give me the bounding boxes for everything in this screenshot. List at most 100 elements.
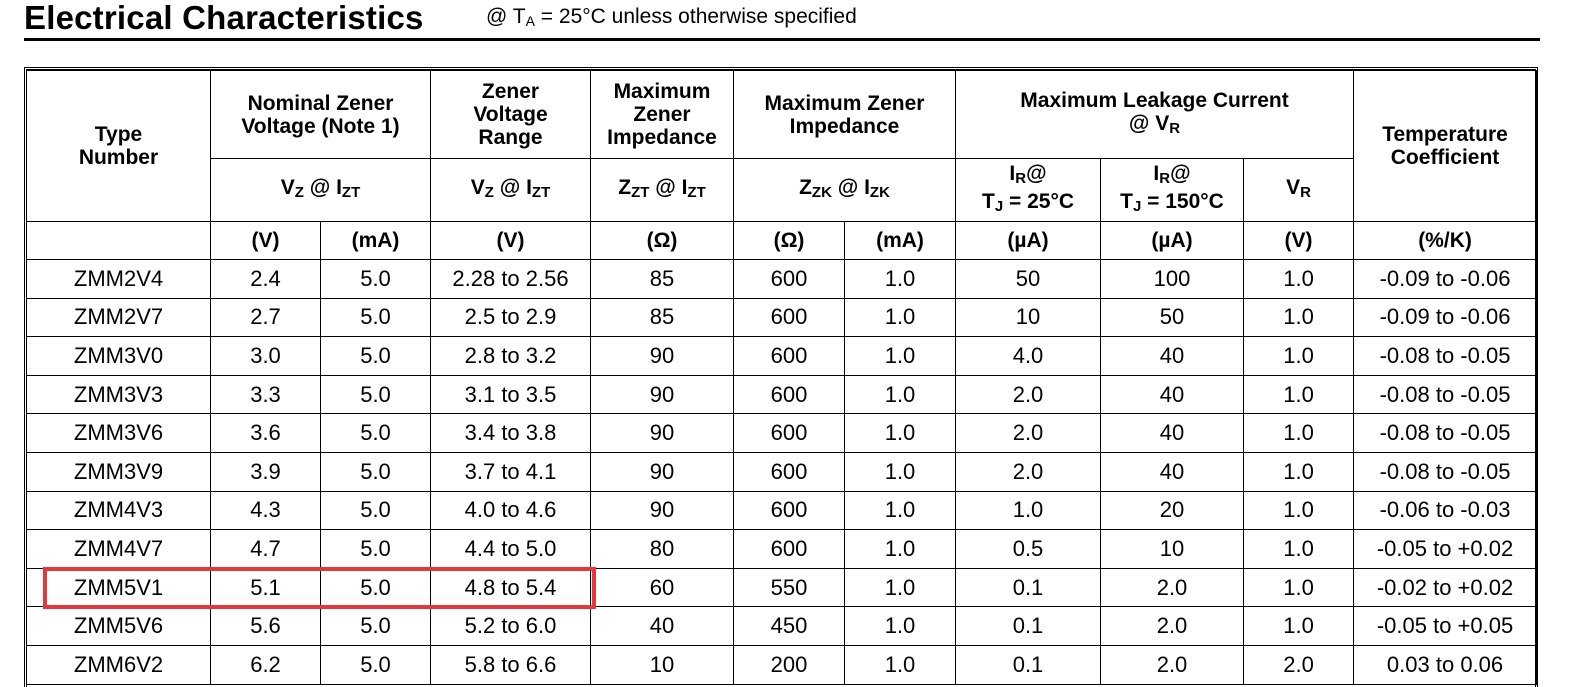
table-cell: 5.1 [210,567,321,608]
table-cell: 1.0 [1242,567,1355,608]
table-cell: 5.0 [320,374,431,415]
table-cell: 2.0 [955,451,1101,492]
table-cell: 5.8 to 6.6 [430,644,591,685]
table-cell: -0.08 to -0.05 [1353,413,1538,453]
electrical-characteristics-table: Type Number Nominal Zener Voltage (Note … [26,70,1538,685]
table-cell: 5.0 [320,451,431,492]
table-cell: 1.0 [1242,297,1355,338]
table-cell: 10 [590,644,734,685]
table-cell: 5.0 [320,529,431,569]
table-cell: 3.3 [210,374,321,415]
table-cell: 1.0 [844,490,956,531]
table-cell: 600 [733,413,845,453]
table-cell: 600 [733,529,845,569]
table-cell: 600 [733,374,845,415]
table-row: ZMM3V3 3.3 5.0 3.1 to 3.5 90 600 1.0 2.0 40 1.0 -0… [26,374,1538,415]
table-cell: 40 [1100,336,1244,376]
table-cell: 90 [590,451,734,492]
symbol-ir-25c: IR@ TJ = 25°C [955,158,1101,222]
section-title: Electrical Characteristics [24,0,424,36]
table-cell: 1.0 [1242,259,1355,299]
table-cell: 1.0 [844,336,956,376]
unit-cell: (mA) [320,221,431,260]
table-cell: 600 [733,451,845,492]
table-cell: 40 [590,606,734,646]
table-cell: -0.05 to +0.02 [1353,529,1538,569]
table-cell: 1.0 [844,644,956,685]
type-number-cell: ZMM3V0 [26,336,211,376]
highlight-box-zmm5v1 [43,567,596,609]
table-cell: 90 [590,490,734,531]
table-cell: 600 [733,336,845,376]
unit-cell: (µA) [1100,221,1244,260]
table-row: ZMM5V1 5.1 5.0 4.8 to 5.4 60 550 1.0 0.1 2.0 1.0-… [26,567,1538,608]
table-cell: 600 [733,490,845,531]
col-header-leakage-current: Maximum Leakage Current @ VR [954,70,1355,159]
table-cell: 2.7 [210,297,321,338]
table-cell: 1.0 [844,606,956,646]
table-row: ZMM3V0 3.0 5.0 2.8 to 3.2 90 600 1.0 4.0 40 1.0 -0… [26,336,1538,376]
table-cell: 10 [955,297,1101,338]
unit-cell: (%/K) [1353,221,1538,260]
table-cell: 1.0 [1242,529,1355,569]
table-cell: -0.08 to -0.05 [1353,374,1538,415]
table-cell: 450 [733,606,845,646]
table-cell: 5.2 to 6.0 [430,606,591,646]
table-cell: 4.7 [210,529,321,569]
table-cell: 60 [590,567,734,608]
table-cell: 40 [1100,451,1244,492]
table-cell: -0.06 to -0.03 [1353,490,1538,531]
unit-cell: (V) [210,221,321,260]
col-header-max-impedance-zk: Maximum Zener Impedance [733,70,956,159]
table-cell: 4.4 to 5.0 [430,529,591,569]
table-cell: 1.0 [955,490,1101,531]
table-row: ZMM5V6 5.6 5.0 5.2 to 6.0 40 450 1.0 0.1 2.0 1.0-… [26,606,1538,646]
table-cell: 2.8 to 3.2 [430,336,591,376]
table-cell: 1.0 [1242,413,1355,453]
table-cell: 5.6 [210,606,321,646]
type-number-cell: ZMM4V7 [26,529,211,569]
symbol-ir-150c: IR@ TJ = 150°C [1100,158,1244,222]
unit-cell: (Ω) [733,221,845,260]
table-cell: 1.0 [1242,606,1355,646]
table-cell: 85 [590,297,734,338]
type-number-cell: ZMM3V6 [26,413,211,453]
table-cell: 3.6 [210,413,321,453]
table-row: ZMM3V6 3.6 5.0 3.4 to 3.8 90 600 1.0 2.0 40 1.0 -0… [26,413,1538,453]
type-number-cell: ZMM3V9 [26,451,211,492]
table-row: ZMM4V3 4.3 5.0 4.0 to 4.6 90 600 1.0 1.0 20 1.0 -0… [26,490,1538,531]
table-cell: 1.0 [1242,490,1355,531]
symbol-vz-izt: VZ @ IZT [210,158,431,222]
unit-cell: (V) [1242,221,1355,260]
type-number-cell: ZMM6V2 [26,644,211,685]
table-cell: -0.09 to -0.06 [1353,297,1538,338]
unit-cell: (V) [430,221,591,260]
type-number-cell: ZMM3V3 [26,374,211,415]
table-cell: 1.0 [844,567,956,608]
table-cell: 5.0 [320,413,431,453]
table-cell: 2.0 [1100,644,1244,685]
table-cell: -0.09 to -0.06 [1353,259,1538,299]
unit-cell: (Ω) [590,221,734,260]
table-cell: 5.0 [320,336,431,376]
symbol-vr: VR [1242,158,1355,222]
table-cell: 90 [590,374,734,415]
table-cell: 1.0 [1242,374,1355,415]
table-cell: 0.1 [955,644,1101,685]
table-cell: -0.08 to -0.05 [1353,451,1538,492]
col-header-max-impedance-zt: Maximum Zener Impedance [590,70,734,159]
table-row: ZMM6V2 6.2 5.0 5.8 to 6.6 10 200 1.0 0.1 2.0 2.0 0… [26,644,1538,685]
table-cell: 1.0 [844,451,956,492]
table-cell: 1.0 [1242,451,1355,492]
table-cell: 5.0 [320,606,431,646]
table-cell: 3.7 to 4.1 [430,451,591,492]
table-cell: 0.03 to 0.06 [1353,644,1538,685]
table-cell: 5.0 [320,297,431,338]
type-number-cell: ZMM5V6 [26,606,211,646]
table-cell: 5.0 [320,259,431,299]
table-cell: 80 [590,529,734,569]
table-cell: 4.0 [955,336,1101,376]
col-header-temperature-coefficient: Temperature Coefficient [1353,70,1538,222]
unit-cell: (mA) [844,221,956,260]
table-cell: 50 [955,259,1101,299]
